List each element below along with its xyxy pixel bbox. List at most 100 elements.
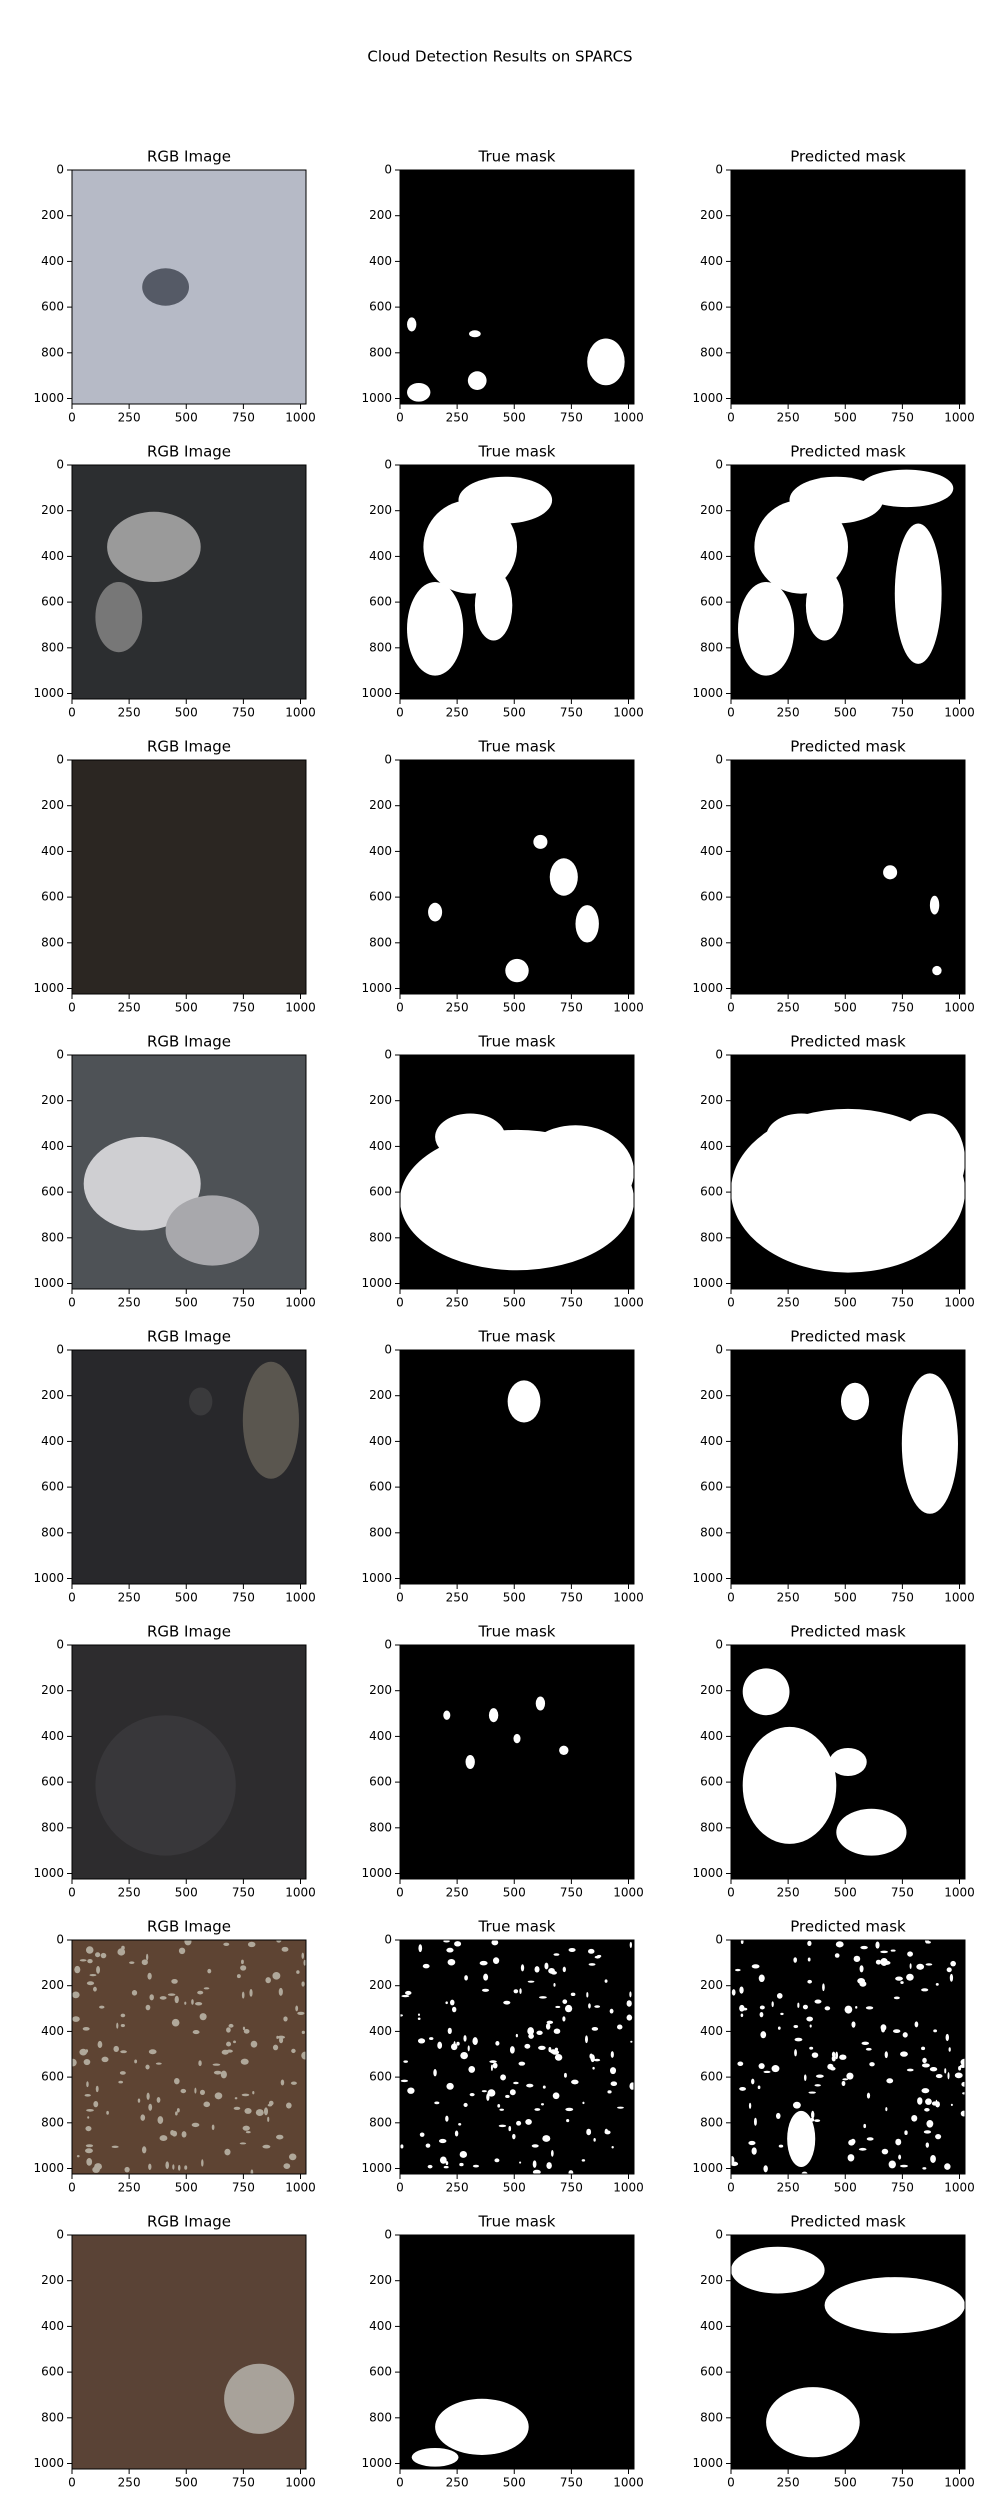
image-spot: [159, 1996, 167, 2000]
image-spot: [611, 2146, 614, 2149]
image-spot: [900, 1981, 904, 1984]
x-tick-label: 750: [232, 2476, 255, 2490]
image-spot: [148, 2163, 152, 2170]
image-spot: [512, 2133, 516, 2140]
y-tick-label: 0: [56, 2228, 64, 2242]
x-tick-label: 750: [560, 411, 583, 425]
image-spot: [811, 2052, 819, 2058]
subplot: Predicted mask 0 250 500 750 1000 0 200 400 600 80…: [692, 443, 974, 720]
y-tick-label: 1000: [33, 2161, 64, 2175]
image-spot: [949, 1973, 954, 1982]
subplot: True mask 0 250 500 750 1000 0 200 400 600 800 1000: [361, 1033, 643, 1310]
x-tick-label: 250: [446, 706, 469, 720]
subplot: RGB Image 0 250 500 750 1000 0 200 400 600 800 1000: [33, 738, 315, 1015]
image-spot: [550, 2150, 554, 2157]
image-spot: [757, 2085, 761, 2090]
axes-frame: [730, 1054, 966, 1290]
image-spot: [93, 2100, 99, 2108]
image-spot: [759, 2012, 764, 2018]
image-background: [72, 1940, 306, 2174]
axes-frame: [730, 169, 966, 405]
subplot-title: True mask: [478, 738, 556, 756]
image-spot: [490, 2064, 493, 2071]
y-tick-label: 1000: [361, 1571, 392, 1585]
image-region: [840, 1382, 870, 1421]
image-spot: [880, 1950, 888, 1954]
x-tick-label: 1000: [613, 1886, 644, 1900]
image-background: [731, 760, 965, 994]
image-spot: [807, 1979, 812, 1984]
image-spot: [519, 1988, 522, 1994]
subplot-title: Predicted mask: [790, 738, 906, 756]
image-spot: [592, 2066, 595, 2070]
image-spot: [72, 2058, 77, 2067]
image-spot: [181, 2131, 187, 2138]
subplot-title: Predicted mask: [790, 148, 906, 166]
image-spot: [241, 1991, 245, 1999]
image-spot: [149, 1994, 154, 2001]
image-spot: [853, 1955, 861, 1963]
image-spot: [760, 2031, 767, 2039]
image-spot: [524, 2043, 531, 2049]
y-tick-label: 600: [41, 2365, 64, 2379]
image-spot: [594, 2005, 601, 2008]
y-tick-label: 1000: [33, 391, 64, 405]
image-spot: [508, 2126, 512, 2132]
image-spot: [184, 2001, 187, 2005]
y-tick-label: 600: [369, 300, 392, 314]
axes-frame: [71, 1939, 307, 2175]
x-tick-label: 250: [446, 1886, 469, 1900]
image-region: [411, 2447, 459, 2467]
y-tick-label: 0: [56, 458, 64, 472]
image-spot: [469, 2093, 475, 2097]
image-region: [742, 1668, 790, 1716]
image-region: [836, 1808, 907, 1856]
image-spot: [513, 1989, 519, 1994]
image-spot: [509, 2089, 516, 2096]
image-spot: [233, 2040, 236, 2044]
x-tick-label: 500: [503, 1001, 526, 1015]
image-spot: [531, 2144, 539, 2148]
image-spot: [449, 1999, 455, 2006]
subplot-title: True mask: [478, 1033, 556, 1051]
x-tick-label: 750: [232, 1296, 255, 1310]
image-spot: [472, 2037, 478, 2045]
image-region: [469, 330, 481, 338]
image: [72, 760, 306, 994]
image-region: [435, 2398, 529, 2455]
image-spot: [629, 2082, 634, 2090]
image-spot: [445, 2161, 449, 2166]
x-tick-label: 750: [560, 1886, 583, 1900]
image-spot: [944, 2163, 951, 2170]
image-spot: [588, 1948, 595, 1954]
image-spot: [226, 2041, 232, 2047]
x-tick-label: 1000: [285, 2476, 316, 2490]
subplot-title: Predicted mask: [790, 1623, 906, 1641]
image-spot: [570, 1992, 576, 1997]
image-spot: [809, 2046, 814, 2050]
y-tick-label: 400: [369, 549, 392, 563]
image-spot: [236, 1974, 241, 1979]
image-region: [507, 1380, 541, 1423]
image-spot: [748, 2140, 756, 2146]
x-tick-label: 1000: [944, 1001, 975, 1015]
y-tick-label: 800: [700, 2410, 723, 2424]
image-spot: [900, 2051, 908, 2057]
image-spot: [301, 2051, 306, 2060]
image-spot: [288, 2153, 297, 2161]
image-spot: [591, 2026, 599, 2031]
image-spot: [279, 2037, 284, 2044]
image-spot: [737, 2061, 744, 2067]
image-spot: [87, 1958, 93, 1964]
image-spot: [463, 2035, 467, 2042]
y-tick-label: 200: [369, 503, 392, 517]
image-spot: [946, 1967, 952, 1973]
image-spot: [113, 2045, 119, 2053]
image-spot: [922, 2167, 927, 2170]
image-spot: [85, 2148, 93, 2154]
image-region: [859, 469, 954, 508]
image-spot: [89, 1973, 97, 1977]
image-spot: [924, 2107, 930, 2112]
y-tick-label: 800: [41, 2410, 64, 2424]
image-spot: [921, 2063, 930, 2068]
